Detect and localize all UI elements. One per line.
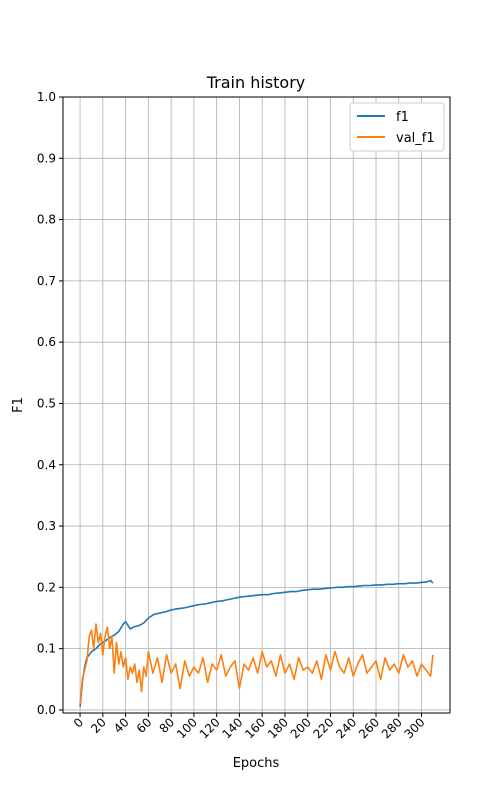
y-tick-label: 0.7 bbox=[37, 274, 56, 288]
x-axis-label: Epochs bbox=[233, 756, 280, 771]
y-tick-label: 0.5 bbox=[37, 396, 56, 410]
legend-label-val-f1: val_f1 bbox=[396, 131, 435, 146]
y-axis-label: F1 bbox=[11, 397, 26, 413]
y-tick-label: 0.3 bbox=[37, 519, 56, 533]
legend: f1 val_f1 bbox=[349, 102, 445, 152]
series-lines bbox=[79, 579, 434, 707]
series-line-f1 bbox=[79, 579, 434, 707]
y-axis-ticks: 0.0 0.1 0.2 0.3 0.4 0.5 0.6 0.7 0.8 0.9 1.0 bbox=[37, 90, 63, 717]
y-tick-label: 0.8 bbox=[37, 213, 56, 227]
chart-title: Train history bbox=[206, 73, 306, 92]
y-tick-label: 0.4 bbox=[37, 458, 56, 472]
y-tick-label: 0.2 bbox=[37, 580, 56, 594]
series-line-val-f1 bbox=[79, 623, 434, 704]
plot-frame bbox=[62, 96, 451, 714]
grid bbox=[63, 96, 450, 713]
y-tick-label: 1.0 bbox=[37, 90, 56, 104]
y-tick-label: 0.0 bbox=[37, 703, 56, 717]
legend-label-f1: f1 bbox=[396, 110, 409, 125]
y-tick-label: 0.9 bbox=[37, 151, 56, 165]
y-tick-label: 0.6 bbox=[37, 335, 56, 349]
y-tick-label: 0.1 bbox=[37, 642, 56, 656]
